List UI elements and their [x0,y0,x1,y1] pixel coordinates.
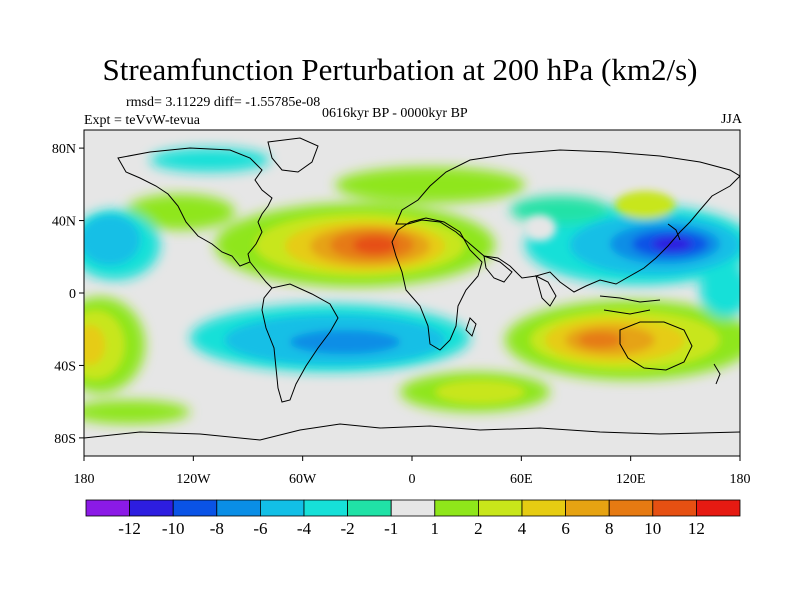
period-label: 0616kyr BP - 0000kyr BP [322,106,468,121]
field-central-asia-gap [524,215,556,241]
season-label: JJA [720,112,742,127]
lon-tick-label: 60W [289,472,317,487]
coast-central-america [249,261,273,289]
coast-europe-africa [391,217,483,351]
lon-tick-label: 120E [616,472,646,487]
colorbar-label: 8 [605,519,614,538]
coast-antarctica [84,423,740,441]
lat-tick-label: 80N [52,142,76,157]
colorbar-label: -12 [118,519,141,538]
lat-tick-label: 40N [52,215,76,230]
colorbar-label: -8 [210,519,224,538]
field-asia-neg [510,196,610,224]
colorbar: -12 -10 -8 -6 -4 -2 -1 1 2 4 6 8 10 12 [85,499,741,538]
field-east-edge-neg [700,262,740,318]
colorbar-swatch [390,499,436,517]
colorbar-label: 1 [431,519,440,538]
field-np-neg-2 [84,215,140,265]
coast-japan [667,223,681,241]
colorbar-swatch [85,499,130,517]
field-nwp-neg-5 [652,237,692,251]
coast-south-america [261,283,339,403]
lat-tick-label: 0 [69,287,76,302]
colorbar-swatch [434,499,479,517]
colorbar-label: -2 [341,519,355,538]
lon-tick-label: 60E [510,472,533,487]
colorbar-label: 10 [644,519,661,538]
colorbar-swatch [216,499,261,517]
colorbar-swatch [652,499,697,517]
colorbar-label: -6 [253,519,267,538]
coast-greenland [267,137,319,173]
colorbar-swatch [608,499,654,517]
lon-tick-label: 120W [176,472,211,487]
lat-tick-label: 40S [54,359,76,374]
colorbar-swatch [565,499,610,517]
colorbar-label: 12 [688,519,705,538]
coastlines [84,137,740,441]
lat-tick-label: 80S [54,432,76,447]
stats-label: rmsd= 3.11229 diff= -1.55785e-08 [126,95,321,110]
field-atlantic-pos-6 [353,236,397,254]
colorbar-swatch [172,499,218,517]
coast-indonesia [599,295,661,315]
colorbar-label: -1 [384,519,398,538]
coast-india [535,275,557,307]
colorbar-label: -10 [162,519,185,538]
field-hlat-pos [335,167,525,203]
field-satl-neg-3 [290,330,400,354]
colorbar-swatch [696,499,741,517]
colorbar-swatch [259,499,305,517]
colorbar-label: 6 [561,519,570,538]
coast-australia [619,321,693,371]
field-south-pos [84,400,190,424]
field-aus-pos-5 [578,332,622,348]
lon-tick-label: 180 [730,472,751,487]
field-sio-pos-2 [435,380,525,404]
colorbar-swatch [303,499,348,517]
colorbar-swatch [477,499,523,517]
experiment-label: Expt = teVvW-tevua [84,113,200,128]
colorbar-label: 2 [474,519,483,538]
coast-north-america [117,147,273,267]
page-title: Streamfunction Perturbation at 200 hPa (… [102,52,698,87]
colorbar-label: 4 [518,519,527,538]
lat-axis: 80N 40N 0 40S 80S [52,142,84,447]
coast-arabia [483,255,513,283]
coast-eurasia [395,149,740,293]
colorbar-swatch [347,499,392,517]
coast-madagascar [465,317,477,337]
lon-tick-label: 180 [74,472,95,487]
colorbar-label: -4 [297,519,312,538]
field-mongolia-pos [615,191,675,219]
field-sep-pos-3 [84,325,105,365]
lon-axis: 180 120W 60W 0 60E 120E 180 [74,456,751,487]
lon-tick-label: 0 [409,472,416,487]
coast-new-zealand [713,363,721,385]
contour-field [84,148,740,424]
colorbar-swatch [521,499,566,517]
field-pos-na [125,194,235,230]
colorbar-swatch [129,499,174,517]
